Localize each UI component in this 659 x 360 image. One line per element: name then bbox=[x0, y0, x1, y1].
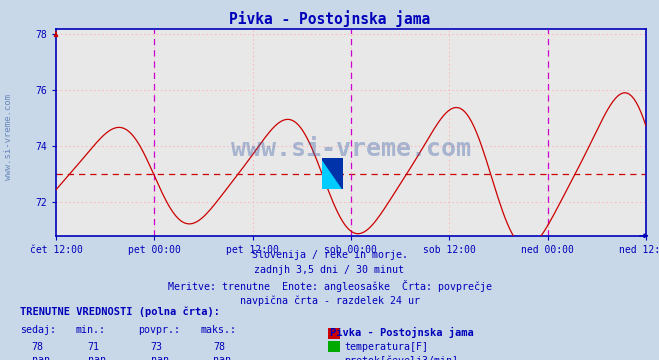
Text: 78: 78 bbox=[32, 342, 43, 352]
Text: povpr.:: povpr.: bbox=[138, 325, 181, 336]
Text: -nan: -nan bbox=[145, 355, 169, 360]
Text: temperatura[F]: temperatura[F] bbox=[344, 342, 428, 352]
Text: Meritve: trenutne  Enote: angleosaške  Črta: povprečje: Meritve: trenutne Enote: angleosaške Črt… bbox=[167, 280, 492, 292]
Text: zadnjh 3,5 dni / 30 minut: zadnjh 3,5 dni / 30 minut bbox=[254, 265, 405, 275]
Text: Pivka - Postojnska jama: Pivka - Postojnska jama bbox=[330, 327, 473, 338]
Text: -nan: -nan bbox=[82, 355, 106, 360]
Polygon shape bbox=[322, 158, 343, 189]
Text: min.:: min.: bbox=[76, 325, 106, 336]
Text: navpična črta - razdelek 24 ur: navpična črta - razdelek 24 ur bbox=[239, 296, 420, 306]
Text: 71: 71 bbox=[88, 342, 100, 352]
Text: TRENUTNE VREDNOSTI (polna črta):: TRENUTNE VREDNOSTI (polna črta): bbox=[20, 307, 219, 317]
Text: Pivka - Postojnska jama: Pivka - Postojnska jama bbox=[229, 10, 430, 27]
Text: 78: 78 bbox=[213, 342, 225, 352]
Text: Slovenija / reke in morje.: Slovenija / reke in morje. bbox=[252, 250, 407, 260]
Text: -nan: -nan bbox=[26, 355, 50, 360]
Text: maks.:: maks.: bbox=[201, 325, 237, 336]
Polygon shape bbox=[322, 158, 343, 189]
Text: pretok[čevelj3/min]: pretok[čevelj3/min] bbox=[344, 355, 458, 360]
Text: sedaj:: sedaj: bbox=[20, 325, 56, 336]
Text: -nan: -nan bbox=[208, 355, 231, 360]
Text: 73: 73 bbox=[150, 342, 162, 352]
Text: www.si-vreme.com: www.si-vreme.com bbox=[231, 137, 471, 161]
Text: www.si-vreme.com: www.si-vreme.com bbox=[4, 94, 13, 180]
